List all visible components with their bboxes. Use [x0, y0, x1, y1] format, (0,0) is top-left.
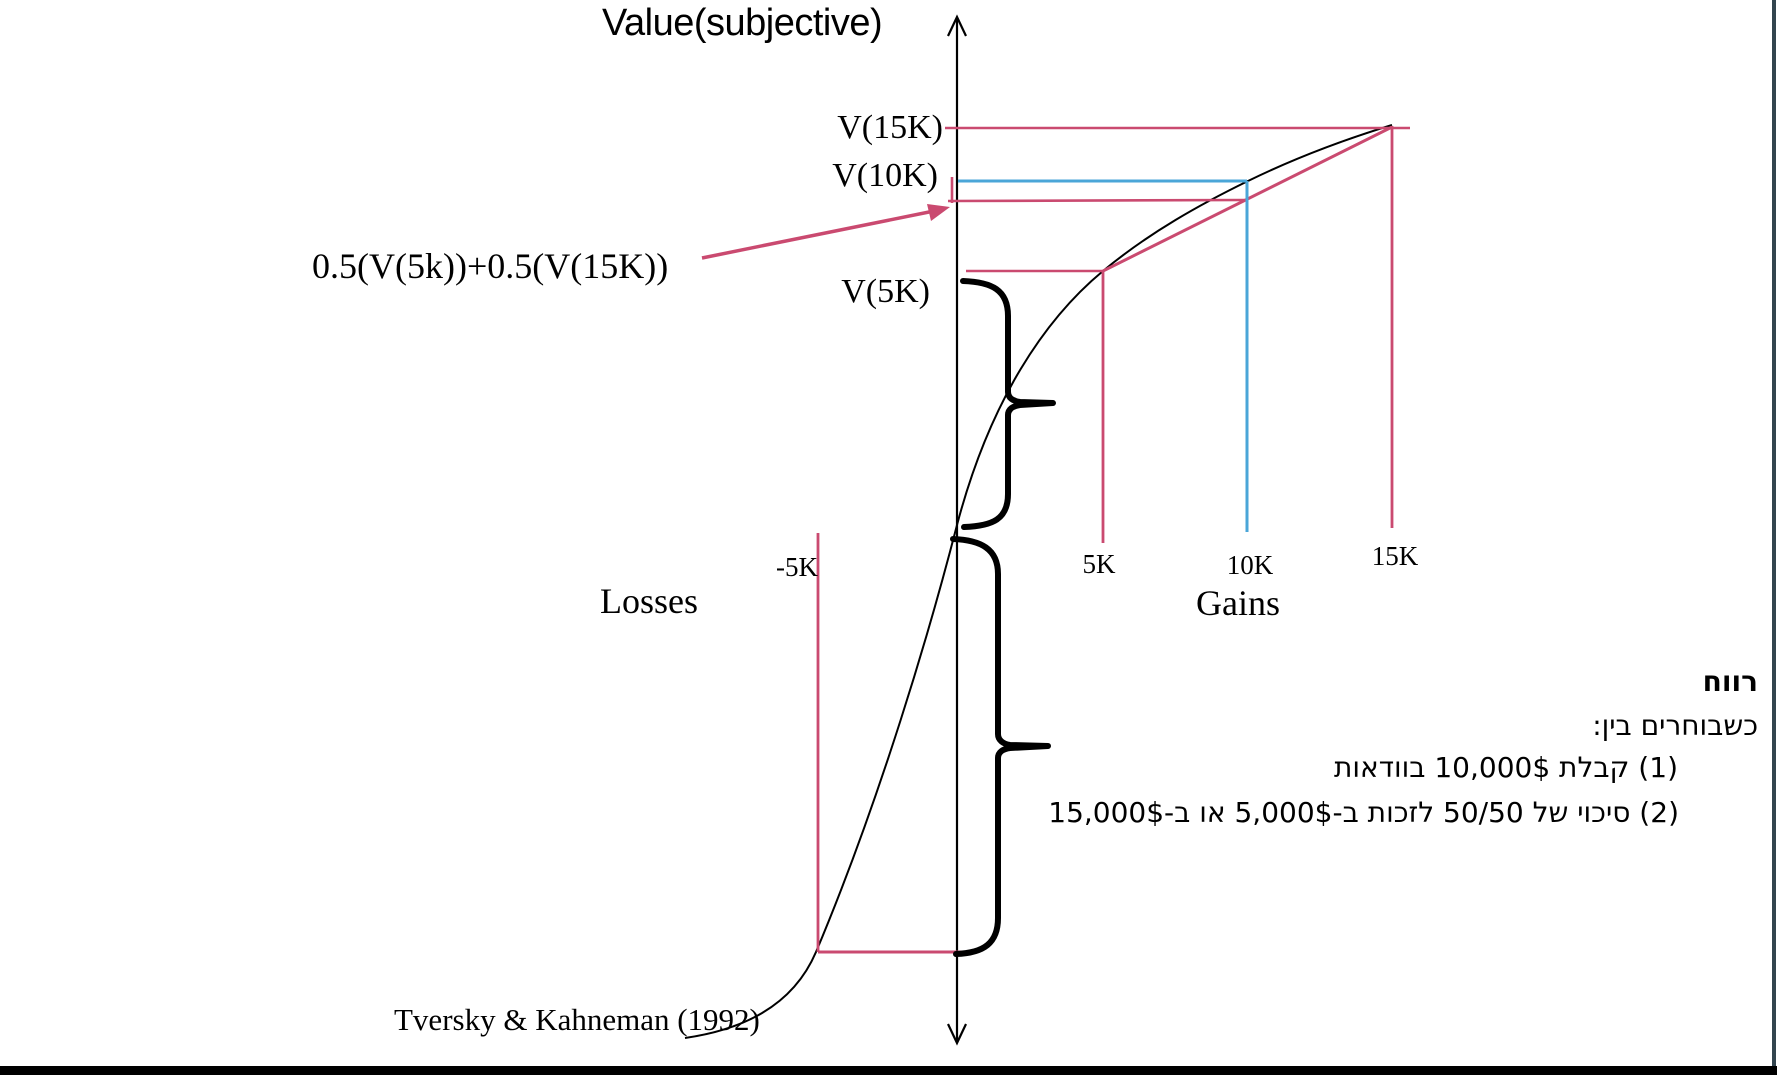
axis-arrowhead-bottom-icon	[947, 1023, 967, 1046]
axis-arrowhead-top-icon	[947, 14, 967, 37]
v10k-label: V(10K)	[832, 157, 938, 194]
v15k-label: V(15K)	[837, 109, 943, 146]
losses-axis-label: Losses	[600, 581, 698, 621]
x-tick-5k: 5K	[1082, 549, 1116, 579]
note-heading: רווח	[1702, 665, 1758, 698]
x-tick-neg5k: -5K	[776, 552, 818, 582]
x-tick-15k: 15K	[1371, 541, 1419, 571]
note-option-1: (1) קבלת 10,000$ בוודאות	[1333, 751, 1678, 784]
slide-bottom-border	[0, 1066, 1777, 1075]
v5k-label: V(5K)	[841, 273, 930, 310]
citation-label: Tversky & Kahneman (1992)	[394, 1002, 760, 1037]
gains-axis-label: Gains	[1196, 583, 1280, 623]
note-option-2: (2) סיכוי של 50/50 לזכות ב-5,000$ או ב-1…	[1048, 796, 1679, 829]
formula-arrowhead-icon	[927, 204, 950, 221]
note-intro: כשבוחרים בין:	[1592, 709, 1758, 742]
expected-value-formula-label: 0.5(V(5k))+0.5(V(15K))	[312, 246, 669, 286]
gain-segment-brace	[960, 278, 1056, 530]
loss-segment-brace	[950, 536, 1051, 957]
chart-title: Value(subjective)	[602, 2, 883, 44]
slide-right-border	[1772, 0, 1776, 1075]
x-tick-10k: 10K	[1226, 550, 1274, 580]
formula-arrow-line	[701, 209, 935, 260]
expected-value-horizontal-guide	[947, 198, 1247, 203]
